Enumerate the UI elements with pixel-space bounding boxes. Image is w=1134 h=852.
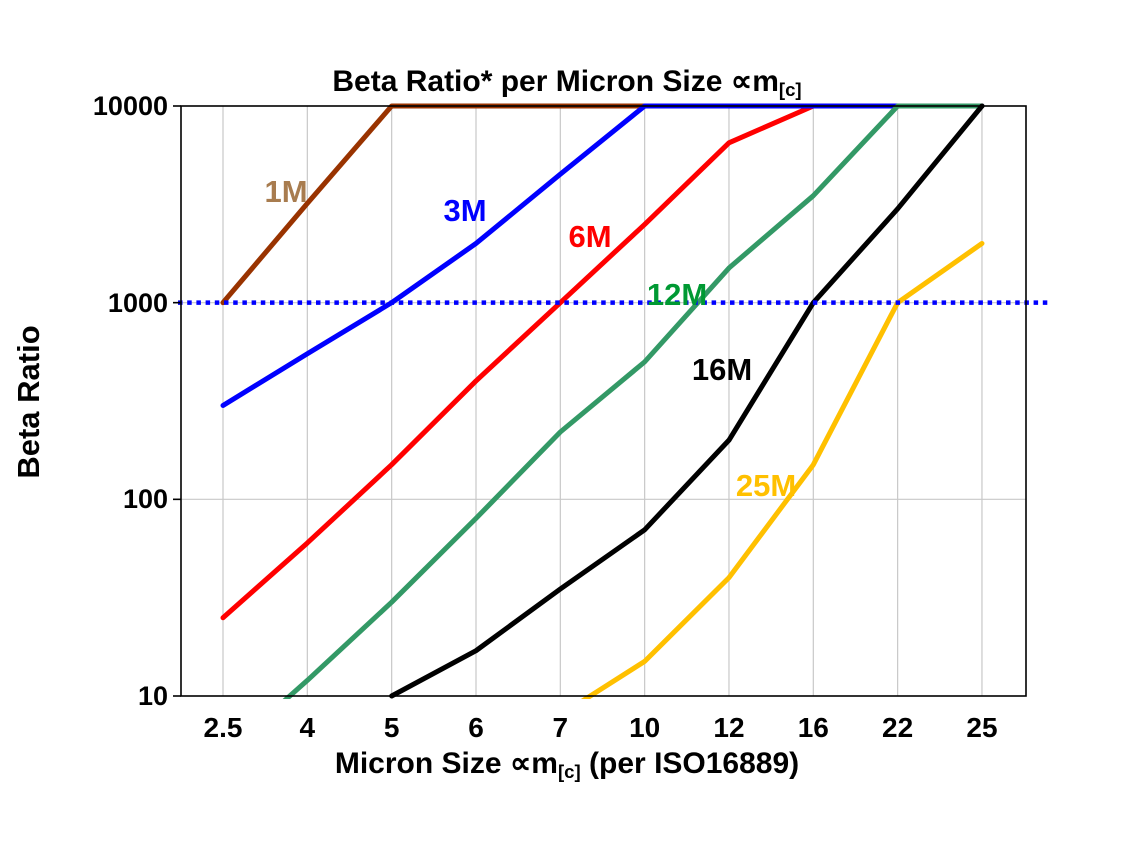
x-tick-label: 2.5: [203, 712, 243, 743]
x-tick-label: 7: [552, 712, 569, 743]
series-line-12M: [282, 103, 985, 699]
x-tick-label: 4: [299, 712, 316, 743]
series-label-1M: 1M: [264, 174, 308, 209]
x-axis-title-text: Micron Size ∝m: [334, 747, 558, 780]
y-tick-label-100: 100: [122, 484, 168, 514]
x-tick-label: 10: [629, 712, 661, 743]
x-axis-title: Micron Size ∝m[c] (per ISO16889): [0, 746, 1134, 783]
x-axis-title-suffix: (per ISO16889): [580, 747, 800, 780]
x-tick-label: 12: [713, 712, 745, 743]
series-label-25M: 25M: [735, 468, 797, 503]
x-tick-label: 5: [383, 712, 400, 743]
x-tick-label: 16: [797, 712, 829, 743]
series-line-16M: [389, 103, 985, 699]
series-line-25M: [580, 240, 985, 699]
x-axis-title-subscript: [c]: [557, 761, 581, 783]
x-tick-label: 22: [882, 712, 914, 743]
series-label-16M: 16M: [691, 352, 753, 387]
x-tick-label: 6: [468, 712, 484, 743]
x-tick-label: 25: [966, 712, 998, 743]
chart-title-subscript: [c]: [778, 79, 802, 101]
series-label-3M: 3M: [443, 193, 487, 228]
chart-title: Beta Ratio* per Micron Size ∝m[c]: [0, 64, 1134, 101]
y-tick-label-10000: 10000: [92, 91, 168, 121]
y-tick-label-10: 10: [137, 681, 168, 711]
y-tick-label-1000: 1000: [107, 288, 168, 318]
plot-border: [180, 105, 1027, 697]
series-label-12M: 12M: [646, 277, 708, 312]
series-label-6M: 6M: [568, 219, 612, 254]
chart-title-text: Beta Ratio* per Micron Size ∝m: [332, 65, 779, 98]
